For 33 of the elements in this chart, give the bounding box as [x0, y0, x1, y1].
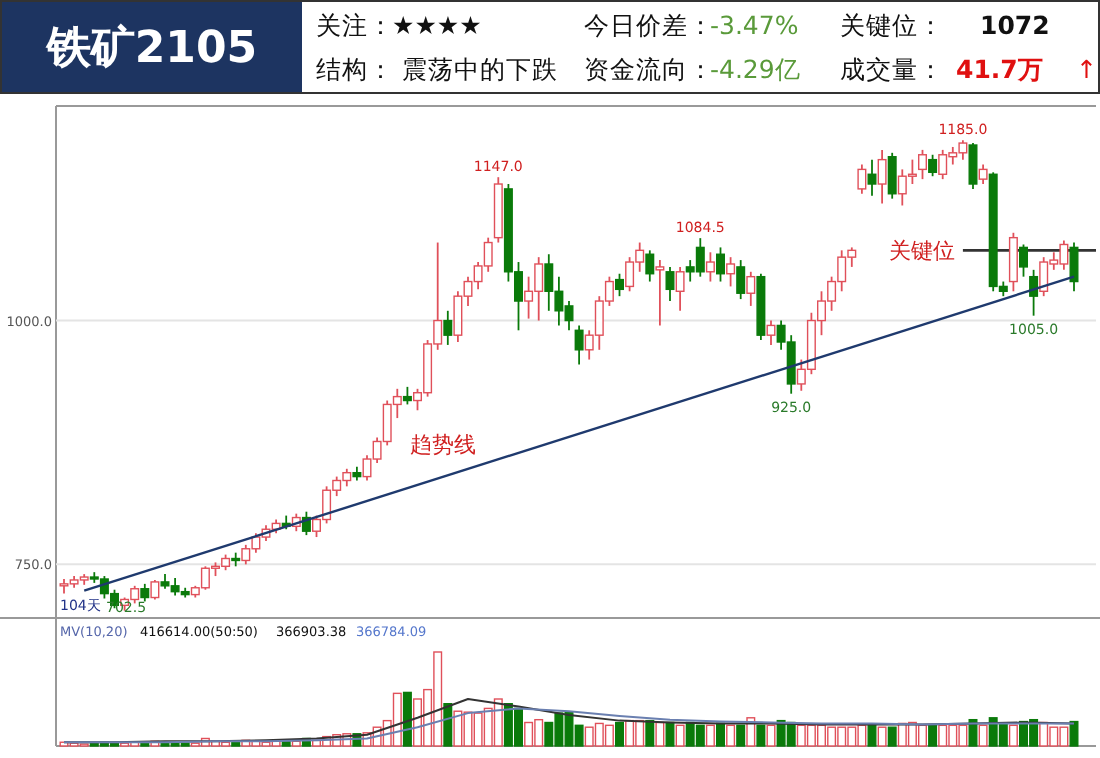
text: 1072	[980, 10, 1050, 40]
bar	[716, 722, 725, 747]
bar	[978, 724, 988, 747]
bar	[756, 724, 766, 747]
text: 结构：	[316, 54, 394, 84]
annotation: 趋势线	[410, 432, 476, 458]
bar	[705, 724, 715, 747]
text: 资金流向：	[584, 54, 714, 84]
text: 关注：	[316, 10, 394, 40]
bar	[402, 691, 412, 747]
bar	[736, 724, 746, 747]
bar	[675, 724, 685, 747]
bar	[1008, 724, 1018, 747]
bar	[877, 726, 887, 747]
bar	[928, 724, 938, 747]
text: ★★★★	[392, 10, 482, 40]
text: -3.47%	[710, 10, 799, 40]
text: 41.7万	[956, 54, 1044, 84]
text: ↑	[1076, 54, 1097, 84]
text: 今日价差：	[584, 10, 714, 40]
text: -4.29亿	[710, 54, 801, 84]
bar	[887, 726, 897, 747]
text: 铁矿2105	[44, 22, 258, 74]
text: 成交量：	[840, 54, 944, 84]
bar	[645, 719, 655, 747]
bar	[615, 721, 624, 747]
ref-line-label: 关键位	[888, 238, 955, 265]
bar	[726, 724, 736, 747]
text: 震荡中的下跌	[402, 54, 558, 84]
text: 关键位：	[840, 10, 944, 40]
bar	[1069, 720, 1079, 747]
bar	[655, 721, 665, 747]
bar	[443, 703, 453, 747]
